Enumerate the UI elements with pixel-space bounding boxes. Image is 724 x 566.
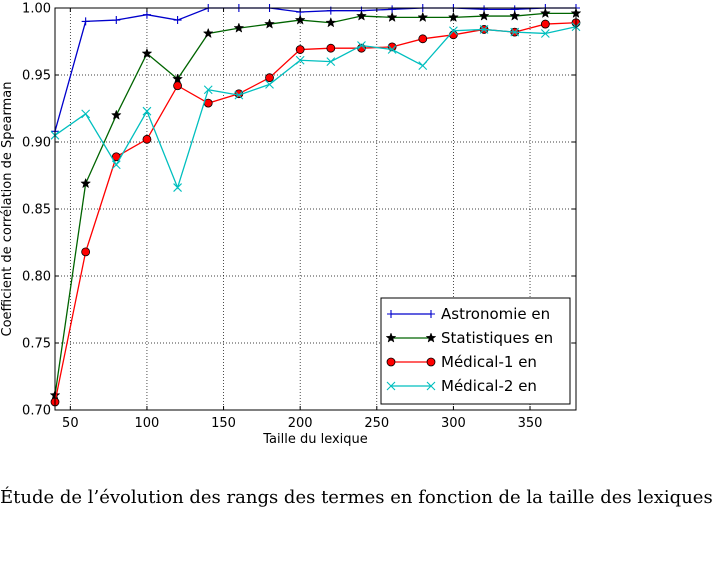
data-point	[81, 17, 90, 26]
data-point	[141, 47, 153, 59]
data-point	[326, 43, 336, 53]
series-line	[54, 26, 577, 190]
data-point	[295, 55, 305, 65]
legend-entry: Médical-1 en	[386, 353, 537, 371]
data-point	[356, 10, 367, 21]
x-axis-label: Taille du lexique	[262, 432, 368, 447]
data-point	[449, 26, 458, 36]
legend-label: Médical-1 en	[441, 353, 537, 371]
y-axis-label: Coefficient de corrélation de Spearman	[0, 82, 15, 337]
data-point	[80, 177, 92, 189]
data-point	[509, 10, 521, 21]
legend-label: Statistiques en	[441, 329, 553, 347]
grid-lines	[55, 8, 576, 410]
data-point	[234, 90, 244, 100]
data-point	[81, 247, 91, 257]
legend-label: Astronomie en	[441, 305, 550, 323]
data-point	[540, 29, 550, 38]
series-line	[54, 7, 576, 132]
data-point	[142, 106, 152, 116]
data-point	[111, 160, 121, 170]
legend-marker	[386, 357, 396, 367]
y-tick-label: 0.90	[22, 136, 51, 151]
data-point	[386, 11, 398, 23]
data-point	[203, 85, 213, 95]
x-tick-label: 100	[135, 416, 160, 431]
x-tick-label: 200	[288, 416, 313, 431]
legend-entry: Médical-2 en	[386, 377, 537, 395]
series-1	[49, 7, 582, 400]
data-point	[539, 7, 551, 18]
data-point	[173, 16, 182, 25]
x-tick-label: 50	[62, 416, 79, 431]
series-line	[54, 12, 576, 396]
x-tick-label: 350	[518, 416, 543, 431]
data-point	[447, 11, 459, 23]
legend: Astronomie en Statistiques en Médical-1 en…	[380, 297, 571, 405]
legend-marker	[427, 310, 435, 318]
data-point	[540, 19, 550, 29]
figure-caption: Étude de l’évolution des rangs des terme…	[0, 487, 713, 508]
y-tick-label: 0.85	[22, 203, 51, 218]
y-tick-label: 0.70	[22, 404, 51, 419]
x-tick-label: 150	[211, 416, 236, 431]
data-point	[510, 27, 520, 37]
data-point	[325, 17, 337, 28]
data-point	[112, 16, 121, 25]
y-tick-label: 0.75	[22, 337, 51, 352]
legend-label: Médical-2 en	[441, 377, 537, 395]
data-point	[202, 27, 214, 39]
legend-marker	[426, 381, 436, 391]
y-tick-label: 1.00	[22, 2, 51, 17]
data-point	[417, 11, 429, 23]
data-point	[173, 81, 182, 91]
legend-marker	[426, 357, 436, 367]
y-tick-label: 0.95	[22, 69, 51, 84]
legend-marker	[386, 381, 396, 391]
series-3	[50, 22, 581, 192]
data-point	[264, 18, 275, 29]
data-point	[142, 10, 151, 19]
data-point	[172, 73, 184, 84]
data-point	[387, 45, 397, 54]
data-point	[478, 10, 490, 21]
legend-entry: Statistiques en	[385, 329, 553, 347]
data-point	[265, 73, 274, 83]
legend-marker	[385, 332, 397, 343]
data-point	[418, 61, 428, 71]
legend-entry: Astronomie en	[387, 305, 550, 323]
legend-marker	[387, 310, 395, 318]
data-point	[173, 183, 182, 192]
line-chart: 50 100 150 200 250 300 350 0.70 0.75 0.80 0.85 0.90…	[0, 2, 582, 447]
axis-ticks: 50 100 150 200 250 300 350 0.70 0.75 0.80 0.85 0.90…	[22, 2, 576, 431]
data-point	[418, 34, 428, 44]
data-point	[233, 22, 245, 33]
data-point	[142, 134, 152, 144]
data-point	[265, 79, 274, 89]
x-tick-label: 250	[364, 416, 389, 431]
data-point	[326, 57, 336, 66]
data-point	[81, 109, 91, 119]
data-point	[110, 109, 122, 120]
x-tick-label: 300	[441, 416, 466, 431]
y-tick-label: 0.80	[22, 270, 51, 285]
data-point	[357, 41, 366, 50]
data-point	[294, 14, 306, 25]
data-point	[479, 25, 489, 34]
legend-marker	[425, 332, 437, 343]
series-0	[51, 4, 580, 136]
series-2	[50, 18, 581, 407]
data-point	[295, 45, 305, 54]
